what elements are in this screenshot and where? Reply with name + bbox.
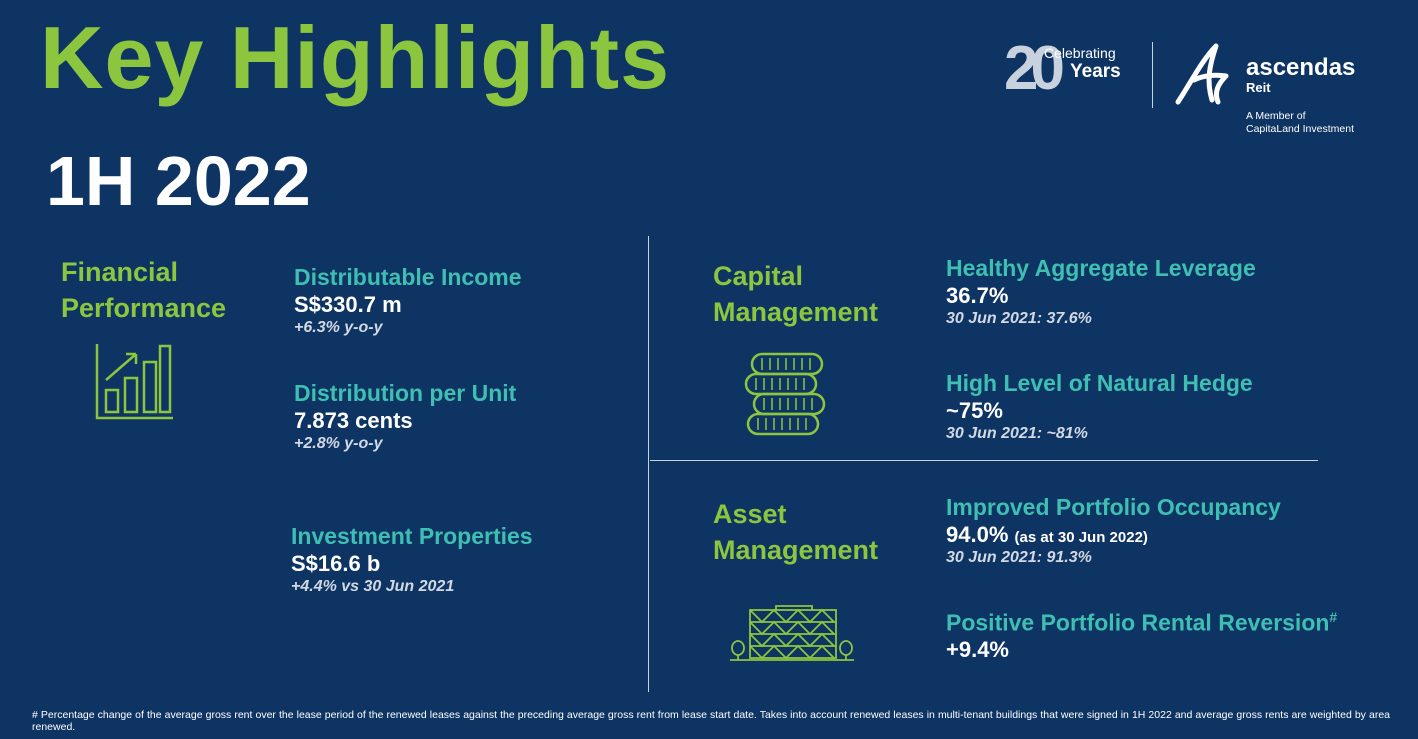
brand-name: ascendas [1246,54,1356,81]
metric-portfolio-occupancy: Improved Portfolio Occupancy 94.0% (as a… [946,494,1281,569]
metric-label: Positive Portfolio Rental Reversion [946,609,1330,636]
metric-value: 7.873 cents [294,407,413,433]
metric-aggregate-leverage: Healthy Aggregate Leverage 36.7% 30 Jun … [946,255,1256,330]
asset-section-title: Asset Management [713,496,878,568]
metric-value: S$330.7 m [294,291,402,317]
metric-label-row: Positive Portfolio Rental Reversion# [946,609,1337,637]
footnote-mark: # [1329,609,1338,625]
page-title: Key Highlights [40,8,671,107]
metric-change: +6.3% y-o-y [294,318,383,336]
metric-distribution-per-unit: Distribution per Unit 7.873 cents +2.8% … [294,380,516,455]
metric-label: Healthy Aggregate Leverage [946,255,1256,281]
metric-label: Improved Portfolio Occupancy [946,494,1281,520]
financial-title-line-2: Performance [61,293,227,323]
member-line-2: CapitaLand Investment [1246,123,1354,135]
period-heading: 1H 2022 [46,142,311,220]
anniversary-logo: 20 Celebrating Years [1004,38,1134,110]
metric-value: 94.0% [946,521,1009,547]
asset-title-line-1: Asset [713,499,787,529]
metric-comparison: 30 Jun 2021: ~81% [946,424,1088,442]
ascendas-mark-icon [1175,43,1229,105]
building-with-trees-icon [730,605,854,661]
capital-title-line-2: Management [713,297,879,327]
metric-value: +9.4% [946,637,1009,663]
metric-change: +2.8% y-o-y [294,434,383,452]
coin-stack-icon [744,352,826,436]
metric-investment-properties: Investment Properties S$16.6 b +4.4% vs … [291,523,533,598]
metric-value-row: 94.0% (as at 30 Jun 2022) [946,522,1281,548]
capital-section-title: Capital Management [713,258,878,330]
metric-rental-reversion: Positive Portfolio Rental Reversion# +9.… [946,609,1337,664]
metric-comparison: 30 Jun 2021: 91.3% [946,548,1092,566]
metric-label: Investment Properties [291,523,533,549]
metric-label: Distributable Income [294,264,522,290]
metric-value: ~75% [946,397,1003,423]
metric-change: +4.4% vs 30 Jun 2021 [291,577,455,595]
horizontal-divider [650,460,1318,461]
anniversary-number: 20 [1004,34,1065,103]
brand-sub: Reit [1246,80,1271,95]
anniversary-years: Years [1070,61,1121,82]
metric-value-note: (as at 30 Jun 2022) [1014,528,1148,546]
metric-value: S$16.6 b [291,550,381,576]
metric-distributable-income: Distributable Income S$330.7 m +6.3% y-o… [294,264,521,339]
footnote: # Percentage change of the average gross… [32,709,1390,733]
logo-divider [1152,42,1153,108]
financial-section-title: Financial Performance [61,254,226,326]
metric-label: Distribution per Unit [294,380,517,406]
member-line-1: A Member of [1246,110,1306,122]
anniversary-celebrating: Celebrating [1044,45,1116,61]
financial-title-line-1: Financial [61,257,179,287]
capital-title-line-1: Capital [713,261,804,291]
metric-value: 36.7% [946,282,1009,308]
vertical-divider [648,236,649,692]
metric-label: High Level of Natural Hedge [946,370,1253,396]
metric-comparison: 30 Jun 2021: 37.6% [946,309,1092,327]
bar-chart-growth-icon [95,344,173,420]
ascendas-logo: ascendas Reit A Member of CapitaLand Inv… [1172,40,1372,140]
asset-title-line-2: Management [713,535,879,565]
metric-natural-hedge: High Level of Natural Hedge ~75% 30 Jun … [946,370,1253,445]
